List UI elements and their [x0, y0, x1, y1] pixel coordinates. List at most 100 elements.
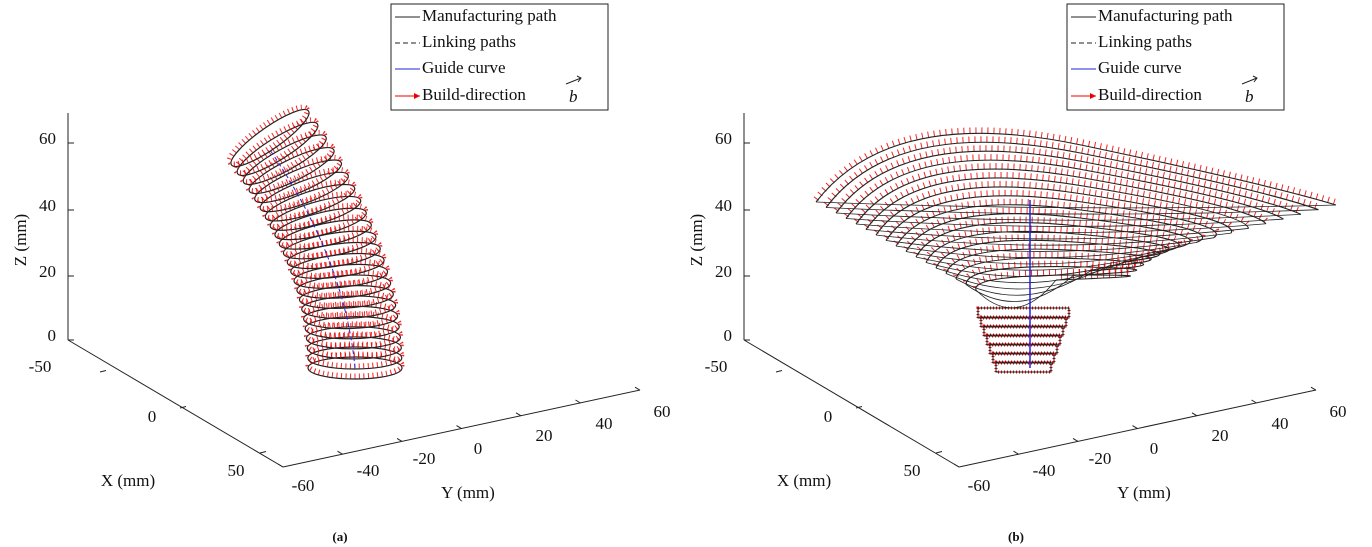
y-tick [337, 450, 343, 455]
legend-label: Build-direction [422, 85, 526, 104]
front-arc [905, 246, 1179, 265]
x-axis [743, 339, 960, 468]
path-ring [305, 326, 402, 350]
legend-label: Guide curve [422, 58, 506, 77]
y-tick [456, 425, 462, 430]
front-arc [895, 242, 1197, 259]
build-ticks [287, 248, 387, 278]
z-tick-label: 60 [39, 129, 56, 148]
build-ticks [303, 321, 403, 349]
build-ticks [903, 207, 1194, 251]
build-ticks [304, 331, 404, 359]
z-tick-label: 60 [715, 129, 732, 148]
x-tick [935, 451, 943, 454]
build-ticks [276, 214, 374, 249]
x-tick [259, 451, 267, 454]
legend-box [390, 3, 609, 111]
base-layer-path [977, 307, 1070, 319]
path-arc [815, 132, 1337, 206]
build-ticks [853, 163, 1269, 224]
x-tick-label: 50 [228, 461, 245, 480]
vector-symbol: b [1245, 87, 1254, 106]
build-ticks [226, 104, 310, 167]
build-ticks [280, 225, 378, 259]
z-tick-label: 0 [48, 326, 57, 345]
x-axis-label: X (mm) [101, 471, 155, 490]
front-arc [915, 251, 1162, 271]
panel-b: 0 20 40 60 -50 0 50 X (mm) -60 -40 -20 0 20 40 60 Y (mm… [687, 3, 1347, 544]
front-arc [885, 237, 1214, 252]
x-tick-label: 0 [148, 407, 157, 426]
y-tick-label: 60 [1330, 402, 1347, 421]
build-ticks [305, 351, 405, 379]
path-ring [274, 207, 367, 241]
z-tick-label: 40 [39, 196, 56, 215]
build-ticks [245, 142, 336, 194]
y-tick [1013, 450, 1019, 455]
caption: (a) [332, 529, 347, 544]
path-arc [845, 159, 1284, 220]
base-layer-path [980, 316, 1067, 328]
front-arc [925, 256, 1144, 277]
build-ticks [294, 269, 393, 298]
x-tick-label: 0 [824, 407, 833, 426]
path-ring [254, 159, 343, 204]
path-ring [307, 356, 403, 380]
z-tick-label: 40 [715, 196, 732, 215]
build-ticks [271, 202, 368, 240]
path-arc [885, 195, 1217, 241]
vector-arrow [565, 75, 582, 85]
path-ring [301, 295, 397, 320]
base-layer-path [995, 361, 1052, 373]
x-tick [99, 370, 107, 373]
path-ring [230, 108, 310, 168]
legend-arrowhead [414, 93, 420, 99]
path-arc [905, 213, 1191, 252]
x-tick [179, 406, 187, 409]
path-ring [307, 346, 403, 370]
y-tick-label: -40 [357, 461, 380, 480]
y-tick [1251, 399, 1257, 404]
front-arc [935, 260, 1127, 284]
build-ticks [256, 167, 350, 212]
front-arc [865, 228, 1249, 240]
y-tick [515, 412, 522, 417]
front-arc [825, 207, 1319, 215]
y-tick [277, 463, 284, 468]
y-tick-label: 20 [536, 426, 553, 445]
x-tick [855, 406, 863, 409]
path-arc [965, 266, 1138, 285]
y-tick [1191, 412, 1198, 417]
build-ticks [301, 300, 400, 329]
path-ring [282, 230, 377, 260]
front-arc [875, 232, 1232, 246]
build-ticks [261, 179, 357, 221]
z-axis-label: Z (mm) [687, 214, 706, 266]
path-ring [303, 305, 399, 330]
path-ring [264, 183, 356, 222]
path-ring [278, 219, 372, 250]
base-layer-path [992, 352, 1055, 364]
legend-arrowhead [1090, 93, 1096, 99]
caption: (b) [1008, 529, 1024, 544]
y-tick [396, 437, 403, 442]
z-tick-label: 20 [39, 262, 56, 281]
y-tick-label: 40 [596, 414, 613, 433]
y-tick-label: -20 [413, 449, 436, 468]
build-ticks [302, 311, 402, 339]
path-ring [236, 121, 319, 177]
base-layer-path [989, 343, 1058, 355]
build-ticks [923, 225, 1172, 262]
base-layer-path [983, 325, 1064, 337]
build-ticks [239, 129, 328, 185]
path-arc [855, 168, 1267, 225]
path-arc [955, 257, 1145, 280]
y-tick-label: -20 [1089, 449, 1112, 468]
build-ticks [291, 258, 390, 288]
y-tick-label: 0 [474, 439, 483, 458]
front-arc [965, 275, 1074, 302]
path-arc [875, 186, 1233, 236]
y-axis-label: Y (mm) [1117, 483, 1171, 502]
y-tick-label: -60 [292, 476, 315, 495]
y-tick-label: 40 [1272, 414, 1289, 433]
